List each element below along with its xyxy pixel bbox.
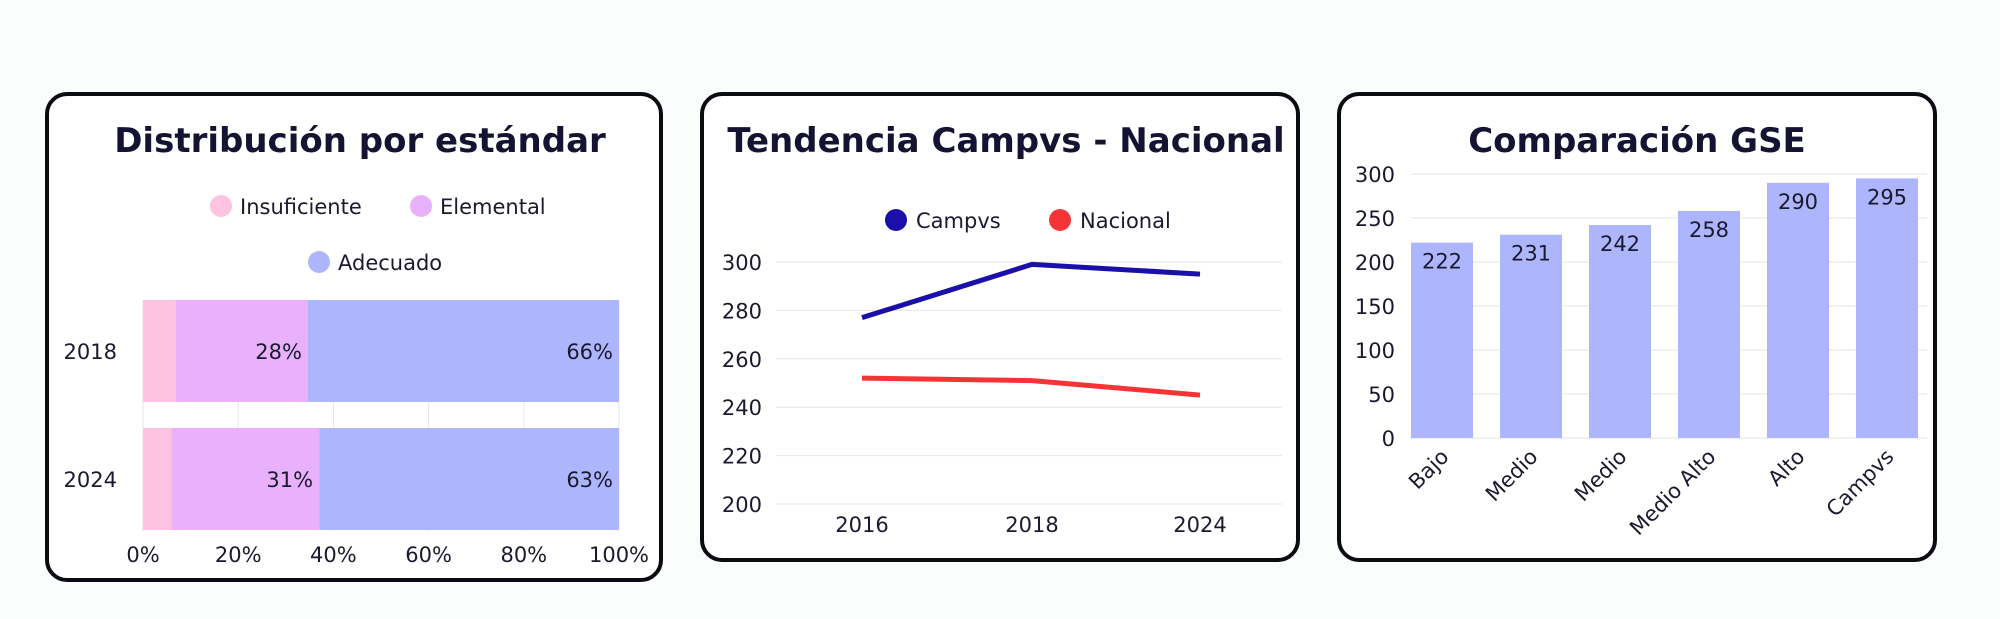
y-tick-label: 260	[722, 348, 762, 372]
chart-title: Tendencia Campvs - Nacional	[727, 121, 1284, 161]
y-tick-label: 100	[1355, 339, 1395, 363]
x-tick-label: 0%	[126, 543, 159, 567]
bar	[1856, 178, 1918, 438]
x-tick-label: 2018	[1005, 513, 1058, 537]
y-tick-label: 250	[1355, 207, 1395, 231]
y-tick-label: 300	[1355, 163, 1395, 187]
trend-chart: Tendencia Campvs - Nacional Campvs Nacion…	[722, 121, 1285, 537]
data-label: 63%	[566, 468, 613, 492]
bar	[1767, 182, 1829, 438]
x-tick-label: Medio	[1481, 445, 1543, 507]
bar-segment	[143, 300, 176, 402]
y-tick-label: 2024	[64, 468, 117, 492]
y-tick-label: 300	[722, 251, 762, 275]
legend-marker	[410, 195, 432, 217]
bar	[1589, 225, 1651, 438]
data-label: 258	[1689, 218, 1729, 242]
bar	[1500, 234, 1562, 438]
bar-segment	[175, 300, 308, 402]
legend-label: Insuficiente	[240, 195, 362, 219]
legend-marker	[885, 209, 907, 231]
data-label: 242	[1600, 232, 1640, 256]
x-tick-label: 60%	[405, 543, 452, 567]
y-tick-label: 220	[722, 445, 762, 469]
x-tick-label: 100%	[589, 543, 649, 567]
y-tick-label: 2018	[64, 340, 117, 364]
legend-label: Elemental	[440, 195, 546, 219]
y-tick-label: 150	[1355, 295, 1395, 319]
y-tick-label: 50	[1368, 383, 1395, 407]
data-label: 290	[1778, 190, 1818, 214]
x-tick-label: 2016	[835, 513, 888, 537]
legend-label: Adecuado	[338, 251, 442, 275]
x-tick-label: Bajo	[1404, 445, 1453, 494]
y-tick-label: 200	[722, 493, 762, 517]
chart-title: Comparación GSE	[1468, 121, 1806, 161]
data-label: 28%	[255, 340, 302, 364]
gse-chart-card: Comparación GSE 0 50 100 150 200 250 300 222 Baj…	[1337, 92, 1937, 562]
y-tick-label: 200	[1355, 251, 1395, 275]
legend-label: Nacional	[1080, 209, 1171, 233]
legend-marker	[1049, 209, 1071, 231]
x-tick-label: Medio Alto	[1625, 445, 1720, 540]
x-tick-label: 20%	[215, 543, 262, 567]
data-label: 31%	[266, 468, 313, 492]
x-tick-label: Medio	[1570, 445, 1632, 507]
bar-segment	[307, 300, 619, 402]
data-label: 295	[1867, 185, 1907, 209]
chart-title: Distribución por estándar	[114, 121, 606, 161]
bar	[1411, 242, 1473, 438]
x-tick-label: 2024	[1173, 513, 1226, 537]
x-tick-label: 40%	[310, 543, 357, 567]
x-tick-label: Campvs	[1822, 445, 1899, 522]
legend-label: Campvs	[916, 209, 1001, 233]
series-line	[861, 261, 1201, 321]
legend-marker	[210, 195, 232, 217]
bar-segment	[143, 428, 172, 530]
distribution-chart: Distribución por estándar Insuficiente El…	[64, 121, 649, 567]
x-tick-label: Alto	[1763, 445, 1809, 491]
data-label: 231	[1511, 242, 1551, 266]
bar	[1678, 210, 1740, 438]
bar-segment	[319, 428, 619, 530]
bar-segment	[171, 428, 320, 530]
series-line	[861, 375, 1201, 398]
distribution-chart-card: Distribución por estándar Insuficiente El…	[45, 92, 663, 582]
y-tick-label: 240	[722, 396, 762, 420]
trend-chart-card: Tendencia Campvs - Nacional Campvs Nacion…	[700, 92, 1300, 562]
data-label: 222	[1422, 250, 1462, 274]
data-label: 66%	[566, 340, 613, 364]
x-tick-label: 80%	[500, 543, 547, 567]
y-tick-label: 0	[1382, 427, 1395, 451]
gse-comparison-chart: Comparación GSE 0 50 100 150 200 250 300 222 Baj…	[1355, 121, 1927, 540]
y-tick-label: 280	[722, 299, 762, 323]
legend-marker	[308, 251, 330, 273]
